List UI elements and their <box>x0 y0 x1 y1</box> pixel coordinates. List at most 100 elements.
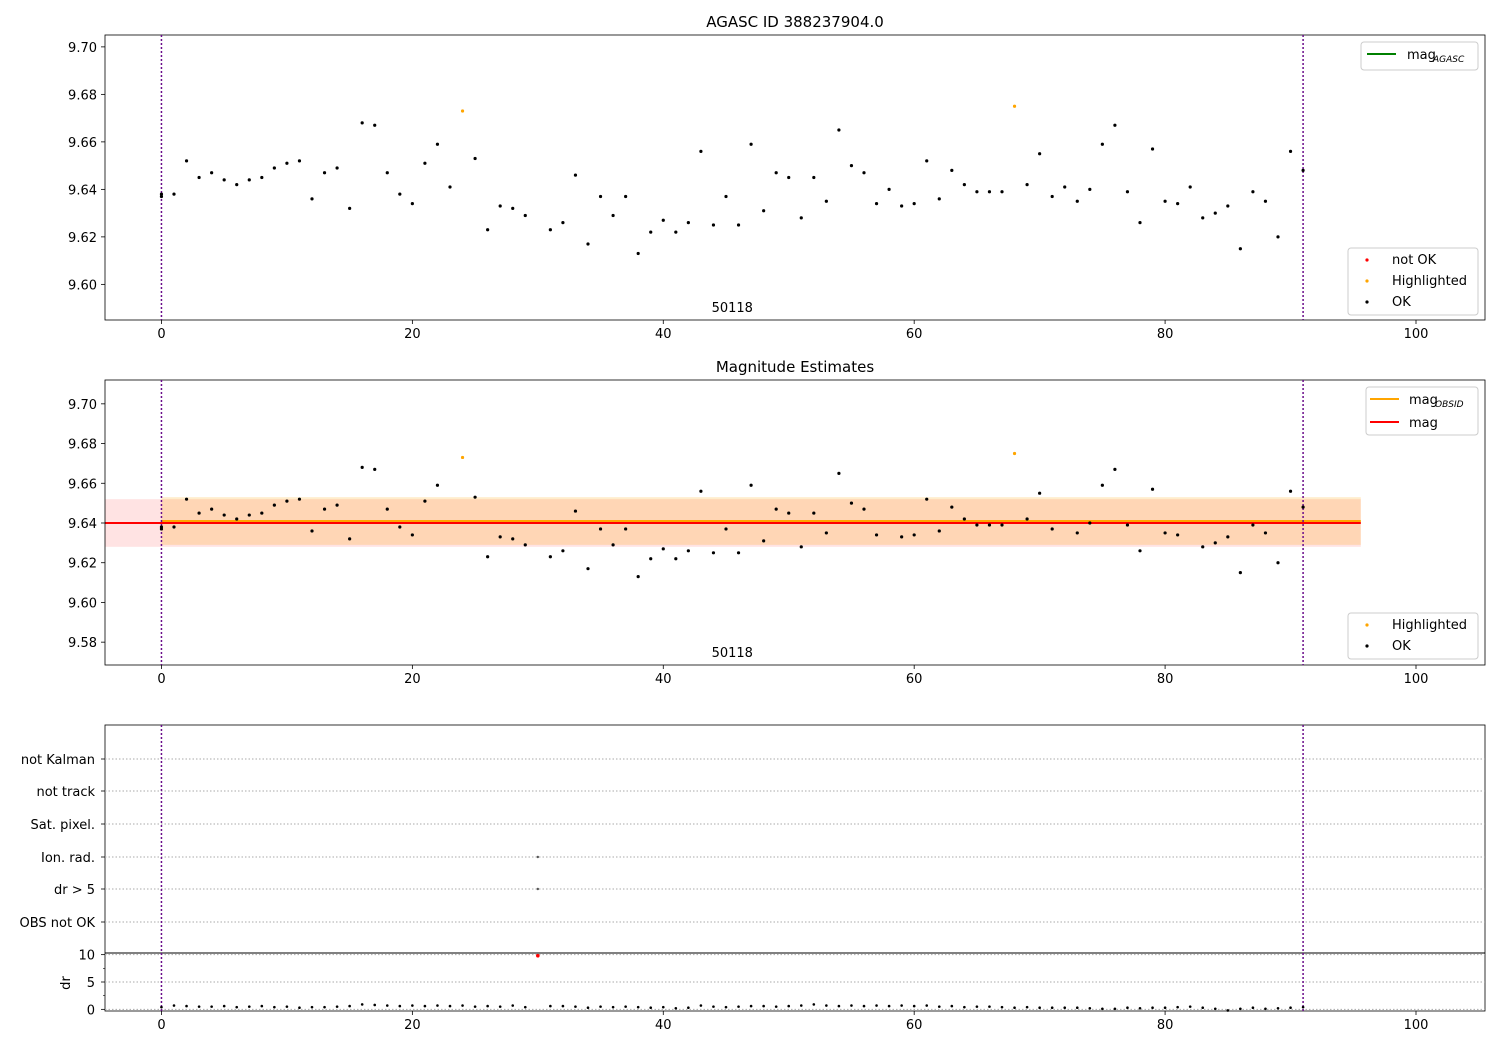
y-tick-label: 9.68 <box>68 88 97 103</box>
data-point-ok <box>498 535 502 539</box>
data-point-ok <box>611 213 615 218</box>
flag-point <box>536 855 540 859</box>
dr-point <box>799 1004 803 1007</box>
data-point-ok <box>511 206 515 210</box>
data-point-ok <box>1213 211 1217 215</box>
data-point-highlighted <box>460 455 465 460</box>
data-point-ok <box>724 527 728 531</box>
data-point-ok <box>1088 187 1092 191</box>
x-tick-label: 40 <box>655 1018 672 1033</box>
data-point-ok <box>1000 523 1004 527</box>
data-point-ok <box>824 531 828 535</box>
data-point-ok <box>950 168 954 172</box>
data-point-ok <box>486 555 490 559</box>
data-point-ok <box>561 221 565 225</box>
data-point-ok <box>548 555 552 559</box>
data-point-ok <box>1226 204 1230 208</box>
data-point-ok <box>1176 202 1180 206</box>
data-point-ok <box>511 537 515 541</box>
data-point-ok <box>1125 523 1130 527</box>
data-point-ok <box>260 511 264 515</box>
data-point-ok <box>774 507 778 511</box>
data-point-ok <box>975 523 979 527</box>
legend-lower <box>1347 247 1479 316</box>
data-point-ok <box>937 529 941 533</box>
data-point-ok <box>1263 199 1268 203</box>
y-tick-label: 9.66 <box>68 136 97 151</box>
dr-point <box>1088 1006 1092 1010</box>
data-point-ok <box>987 190 992 194</box>
data-point-ok <box>1251 523 1255 527</box>
legend-subscript: OBSID <box>1435 400 1464 410</box>
data-point-ok <box>1100 483 1104 487</box>
data-point-ok <box>1113 467 1117 471</box>
data-point-ok <box>197 175 201 180</box>
dr-point <box>900 1004 903 1007</box>
data-point-ok <box>837 471 841 475</box>
dr-point <box>1000 1005 1004 1009</box>
flag-row-label: Ion. rad. <box>41 851 95 866</box>
dr-point <box>1113 1007 1117 1011</box>
data-point-ok <box>310 197 314 201</box>
dr-axis-label: dr <box>59 976 74 990</box>
dr-point <box>1176 1005 1179 1009</box>
y-tick-label: 9.60 <box>68 278 97 293</box>
x-tick-label: 100 <box>1404 327 1429 342</box>
data-point-ok <box>548 228 552 232</box>
data-point-ok <box>749 483 753 487</box>
data-point-ok <box>172 192 176 196</box>
data-point-ok <box>824 199 828 203</box>
data-point-ok <box>1201 216 1205 220</box>
data-point-ok <box>1113 123 1117 127</box>
data-point-ok <box>322 171 327 175</box>
dr-point <box>1075 1006 1079 1010</box>
data-point-ok <box>900 535 904 539</box>
data-point-ok <box>787 175 791 180</box>
dr-point <box>185 1004 188 1008</box>
dr-point <box>887 1004 891 1008</box>
data-point-ok <box>360 121 364 125</box>
data-point-ok <box>1000 190 1004 194</box>
data-point-ok <box>586 567 590 571</box>
data-point-ok <box>586 242 590 246</box>
data-point-ok <box>398 192 402 196</box>
data-point-ok <box>222 513 226 517</box>
x-tick-label: 0 <box>157 327 165 342</box>
data-point-ok <box>1050 527 1054 531</box>
dr-point <box>1138 1006 1142 1010</box>
y-tick-label: 9.62 <box>68 231 97 246</box>
dr-point <box>360 1003 364 1006</box>
dr-point <box>561 1004 565 1008</box>
data-point-ok <box>197 511 201 515</box>
flag-row-label: dr > 5 <box>54 883 95 898</box>
legend-marker <box>1365 644 1369 648</box>
dr-point <box>737 1005 740 1008</box>
legend-marker <box>1365 623 1369 627</box>
data-point-ok <box>1063 185 1067 189</box>
data-point-ok <box>774 171 778 175</box>
data-point-ok <box>473 156 477 161</box>
dr-point <box>963 1005 966 1009</box>
legend-marker <box>1365 300 1369 304</box>
panel2-axes <box>104 379 1486 666</box>
dr-point <box>335 1005 339 1008</box>
dr-point <box>875 1004 878 1007</box>
dr-point <box>1289 1006 1292 1010</box>
data-point-ok <box>1038 491 1042 495</box>
dr-point <box>549 1004 552 1008</box>
dr-point <box>461 1004 464 1007</box>
legend-marker <box>1365 279 1369 283</box>
data-point-ok <box>799 216 803 220</box>
dr-point <box>222 1004 226 1008</box>
data-point-ok <box>874 202 879 206</box>
data-point-ok <box>1138 221 1142 225</box>
dr-point <box>1163 1006 1167 1010</box>
data-point-ok <box>624 527 628 531</box>
dr-point <box>398 1004 402 1008</box>
x-tick-label: 80 <box>1157 327 1174 342</box>
legend-label: OK <box>1392 295 1411 310</box>
x-tick-label: 80 <box>1157 672 1174 687</box>
dr-point <box>649 1006 653 1010</box>
dr-point <box>285 1005 289 1008</box>
dr-point <box>762 1004 765 1008</box>
